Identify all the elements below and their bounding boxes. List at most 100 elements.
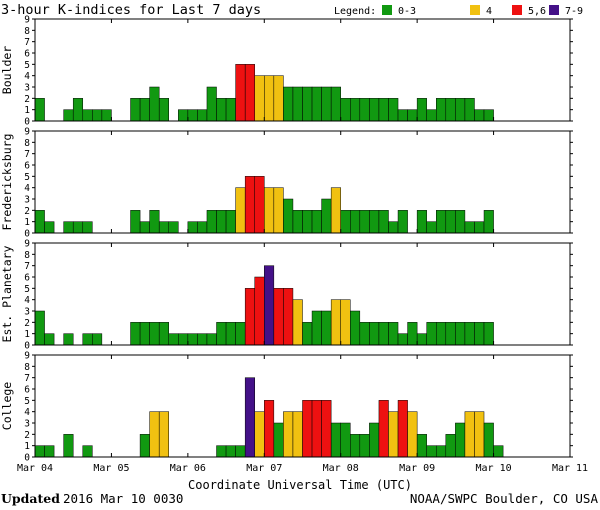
- legend-entry-5-6: 5,6: [528, 6, 546, 17]
- panel-frame: [34, 130, 571, 234]
- bar: [388, 221, 399, 234]
- y-tick-label: 6: [24, 49, 30, 60]
- bar: [436, 445, 447, 458]
- x-tick-label: Mar 11: [552, 463, 588, 474]
- bar: [407, 109, 418, 122]
- bar: [397, 210, 408, 234]
- bar: [397, 333, 408, 346]
- bar: [254, 176, 265, 234]
- station-panels: 0123456789Boulder0123456789Fredericksbur…: [0, 15, 573, 464]
- bar: [359, 322, 370, 346]
- y-tick-label: 1: [24, 105, 30, 116]
- y-tick-label: 7: [24, 373, 30, 384]
- bar: [283, 411, 294, 458]
- bar: [254, 75, 265, 122]
- y-tick-label: 4: [24, 71, 30, 82]
- bar: [158, 411, 169, 458]
- y-tick-label: 3: [24, 83, 30, 94]
- bar: [264, 75, 275, 122]
- bar: [436, 210, 447, 234]
- bar: [321, 310, 332, 346]
- bar: [82, 333, 93, 346]
- footer-source: NOAA/SWPC Boulder, CO USA: [410, 491, 599, 506]
- bar: [445, 98, 456, 122]
- legend: Legend: 0-3 4 5,6 7-9: [334, 5, 583, 17]
- bar: [388, 411, 399, 458]
- y-tick-label: 8: [24, 362, 30, 373]
- bar: [436, 322, 447, 346]
- x-tick-label: Mar 10: [476, 463, 512, 474]
- x-tick-label: Mar 07: [246, 463, 282, 474]
- bar: [44, 221, 55, 234]
- bar: [149, 322, 160, 346]
- bar: [359, 98, 370, 122]
- footer-updated-label: Updated: [1, 491, 60, 506]
- panel-frame: [34, 242, 571, 346]
- bar: [158, 322, 169, 346]
- bar: [321, 400, 332, 458]
- bar: [283, 198, 294, 234]
- bar: [149, 210, 160, 234]
- bar: [235, 64, 246, 122]
- y-tick-label: 3: [24, 195, 30, 206]
- y-tick-label: 0: [24, 117, 30, 128]
- bar: [44, 445, 55, 458]
- bar: [139, 98, 150, 122]
- bar: [273, 187, 284, 234]
- y-tick-label: 5: [24, 284, 30, 295]
- bar: [330, 86, 341, 122]
- y-tick-label: 9: [24, 15, 30, 26]
- y-tick-label: 0: [24, 229, 30, 240]
- bar: [474, 109, 485, 122]
- y-tick-label: 1: [24, 441, 30, 452]
- y-tick-label: 6: [24, 273, 30, 284]
- y-tick-label: 2: [24, 430, 30, 441]
- bar: [350, 98, 361, 122]
- footer-updated-value: 2016 Mar 10 0030: [63, 491, 183, 506]
- bar: [158, 98, 169, 122]
- y-tick-label: 2: [24, 94, 30, 105]
- bar: [82, 445, 93, 458]
- bar: [378, 98, 389, 122]
- bar: [63, 333, 74, 346]
- bar: [340, 98, 351, 122]
- y-tick-label: 0: [24, 453, 30, 464]
- y-tick-label: 5: [24, 172, 30, 183]
- y-tick-label: 4: [24, 295, 30, 306]
- bar: [445, 322, 456, 346]
- bar: [311, 210, 322, 234]
- y-tick-label: 8: [24, 26, 30, 37]
- bar: [283, 288, 294, 346]
- bar: [311, 400, 322, 458]
- y-tick-label: 8: [24, 138, 30, 149]
- bar: [359, 210, 370, 234]
- bar: [416, 98, 427, 122]
- bar: [483, 422, 494, 458]
- bar: [483, 210, 494, 234]
- bar: [273, 422, 284, 458]
- station-label: Fredericksburg: [0, 134, 14, 231]
- legend-entry-7-9: 7-9: [565, 6, 583, 17]
- bar: [197, 333, 208, 346]
- bar: [359, 434, 370, 458]
- bar: [292, 299, 303, 346]
- chart-title: 3-hour K-indices for Last 7 days: [1, 2, 261, 18]
- bar: [474, 411, 485, 458]
- bar: [292, 210, 303, 234]
- bar: [388, 322, 399, 346]
- y-tick-label: 1: [24, 217, 30, 228]
- legend-swatch-7-9: [549, 5, 559, 15]
- bar: [426, 221, 437, 234]
- bar: [378, 210, 389, 234]
- bar: [130, 98, 141, 122]
- bar: [340, 299, 351, 346]
- bar: [34, 445, 45, 458]
- legend-swatch-4: [470, 5, 480, 15]
- bar: [149, 86, 160, 122]
- bar: [244, 64, 255, 122]
- y-tick-label: 7: [24, 261, 30, 272]
- bar: [206, 86, 217, 122]
